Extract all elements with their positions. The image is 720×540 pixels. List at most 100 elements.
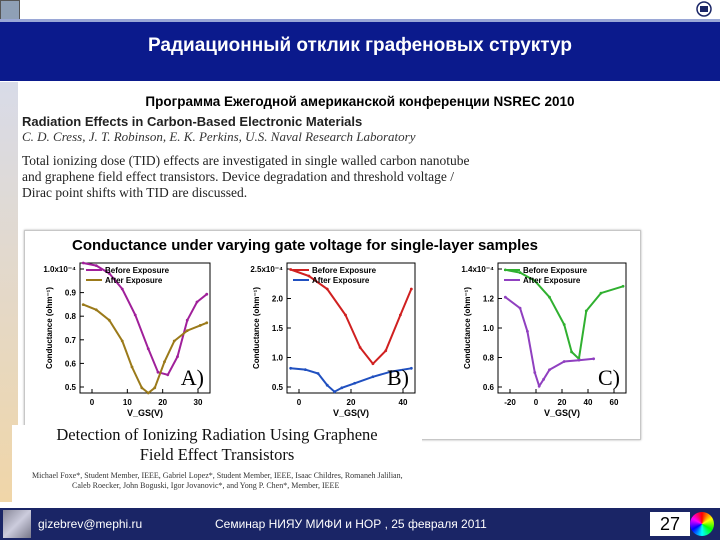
data-point	[599, 291, 603, 295]
data-point	[120, 339, 124, 343]
x-tick-label: 40	[399, 398, 408, 407]
detection-title-line: Detection of Ionizing Radiation Using Gr…	[56, 425, 378, 444]
y-tick-label: 0.5	[65, 383, 77, 392]
slide-title: Радиационный отклик графеновых структур	[148, 35, 572, 56]
data-point	[584, 309, 588, 313]
data-point	[81, 303, 85, 306]
conductance-charts: 0.5 0.6 0.7 0.8 0.9 1.0x10⁻⁴ 0 10 20 30 V_GS(V) Con…	[43, 261, 627, 418]
paper-abstract: Radiation Effects in Carbon-Based Electr…	[22, 114, 492, 201]
data-point	[316, 372, 320, 375]
figure-title: Conductance under varying gate voltage f…	[72, 237, 538, 254]
x-tick-label: 0	[90, 398, 95, 407]
page-number: 27	[650, 512, 690, 536]
data-point	[81, 261, 85, 265]
data-point	[371, 375, 375, 379]
data-point	[325, 287, 329, 291]
x-axis-label: V_GS(V)	[333, 408, 369, 418]
data-point	[195, 300, 199, 304]
data-point	[533, 371, 537, 374]
plot-frame	[79, 262, 211, 394]
data-point	[548, 368, 551, 372]
data-point	[542, 377, 546, 381]
series-line	[290, 367, 412, 393]
x-tick-label: 20	[347, 398, 356, 407]
detection-authors-line: Michael Foxe*, Student Member, IEEE, Gab…	[32, 471, 403, 480]
legend-entry: After Exposure	[523, 276, 581, 285]
data-point	[94, 264, 98, 267]
data-point	[570, 350, 573, 354]
abstract-line: and graphene field effect transistors. D…	[22, 169, 454, 184]
series-line	[504, 296, 594, 389]
y-tick-label: 1.0x10⁻⁴	[43, 265, 76, 274]
institute-logo-icon	[0, 0, 20, 20]
data-point	[333, 390, 336, 394]
left-decorative-strip	[0, 82, 18, 502]
detection-authors-line: Caleb Roecker, John Boguski, Igor Jovano…	[72, 481, 340, 490]
data-point	[526, 330, 529, 333]
data-point	[120, 287, 124, 291]
data-point	[205, 292, 209, 296]
data-point	[153, 386, 157, 390]
slide-title-bar: Радиационный отклик графеновых структур	[0, 19, 720, 81]
x-tick-label: 0	[297, 398, 302, 407]
conductance-figure: Conductance under varying gate voltage f…	[24, 230, 641, 440]
paper-abstract-text: Total ionizing dose (TID) effects are in…	[22, 153, 492, 201]
data-point	[146, 391, 150, 395]
data-point	[185, 329, 189, 332]
data-point	[592, 357, 596, 361]
y-axis-label: Conductance (ohm⁻¹)	[463, 287, 472, 369]
detection-paper-header: Detection of Ionizing Radiation Using Gr…	[12, 425, 422, 507]
data-point	[353, 381, 357, 385]
data-point	[577, 358, 581, 362]
panel-label: B)	[387, 365, 409, 390]
data-point	[518, 271, 522, 274]
data-point	[176, 355, 179, 358]
data-point	[289, 366, 293, 370]
x-tick-label: 60	[610, 398, 619, 407]
data-point	[198, 324, 202, 327]
y-tick-label: 0.6	[65, 359, 77, 368]
y-tick-label: 1.0	[272, 354, 284, 363]
data-point	[325, 383, 329, 387]
data-point	[409, 366, 413, 370]
panel-label: A)	[181, 365, 204, 390]
data-point	[107, 318, 111, 322]
data-point	[562, 323, 566, 326]
data-point	[398, 313, 402, 317]
data-point	[537, 384, 541, 388]
legend-entry: After Exposure	[105, 276, 163, 285]
legend-entry: Before Exposure	[312, 266, 377, 275]
data-point	[384, 349, 388, 353]
y-tick-label: 1.5	[272, 324, 284, 333]
data-point	[409, 287, 413, 291]
y-tick-label: 0.9	[65, 289, 77, 298]
y-tick-label: 1.2	[483, 295, 495, 304]
panel-label: C)	[598, 365, 620, 390]
data-point	[503, 295, 507, 299]
footer-logo-icon	[3, 510, 31, 538]
abstract-line: Total ionizing dose (TID) effects are in…	[22, 153, 470, 168]
y-tick-label: 0.8	[483, 354, 495, 363]
legend-entry: Before Exposure	[105, 266, 170, 275]
detection-title-line: Field Effect Transistors	[139, 445, 295, 464]
data-point	[130, 365, 134, 369]
slide-subtitle: Программа Ежегодной американской конфере…	[145, 94, 575, 109]
footer-seminar: Семинар НИЯУ МИФИ и НОР , 25 февраля 201…	[215, 517, 487, 531]
x-tick-label: 20	[158, 398, 167, 407]
y-tick-label: 1.0	[483, 324, 495, 333]
data-point	[156, 370, 160, 374]
legend-entry: After Exposure	[312, 276, 370, 285]
data-point	[389, 370, 393, 373]
y-tick-label: 0.5	[272, 383, 284, 392]
data-point	[621, 284, 625, 288]
paper-authors: C. D. Cress, J. T. Robinson, E. K. Perki…	[22, 129, 416, 144]
data-point	[289, 268, 293, 271]
data-point	[133, 313, 137, 317]
data-point	[107, 272, 111, 275]
data-point	[166, 373, 170, 377]
y-tick-label: 1.4x10⁻⁴	[461, 265, 494, 274]
y-axis-label: Conductance (ohm⁻¹)	[45, 287, 54, 369]
data-point	[344, 313, 347, 317]
x-tick-label: 0	[534, 398, 539, 407]
data-point	[358, 346, 362, 349]
